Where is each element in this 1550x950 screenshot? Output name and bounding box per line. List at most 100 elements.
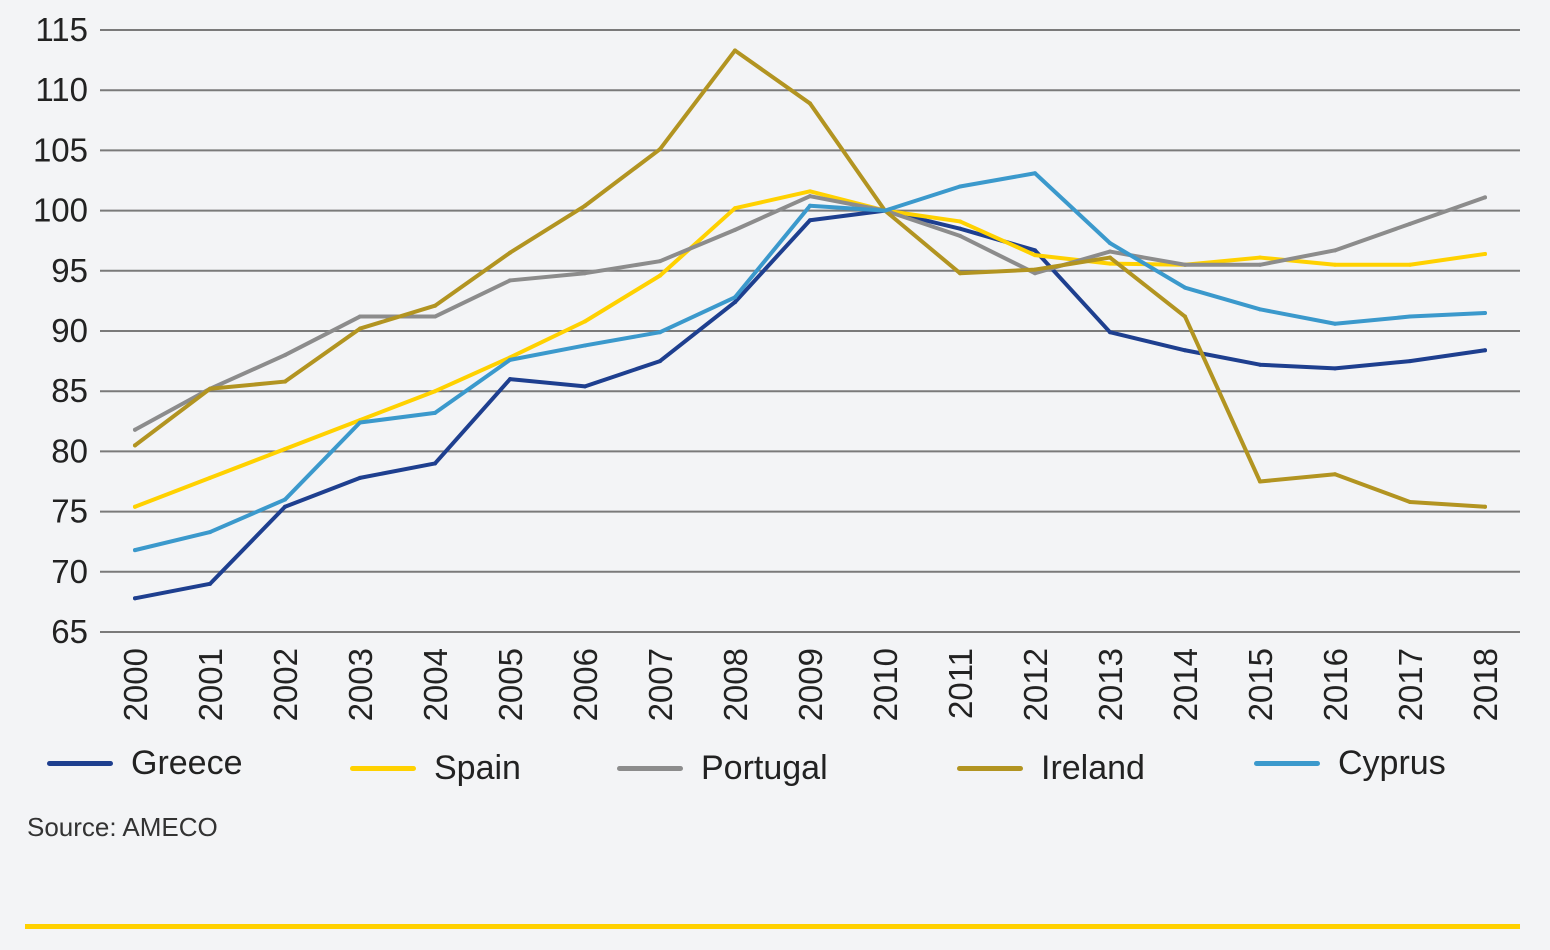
x-tick-label: 2009 bbox=[792, 648, 829, 721]
data-point-ireland bbox=[733, 48, 737, 53]
data-point-portugal bbox=[133, 427, 137, 432]
data-point-greece bbox=[1408, 359, 1412, 364]
data-point-cyprus bbox=[1483, 310, 1487, 315]
data-point-portugal bbox=[733, 227, 737, 232]
data-point-cyprus bbox=[1108, 241, 1112, 246]
data-point-spain bbox=[808, 189, 812, 194]
data-point-greece bbox=[358, 475, 362, 480]
data-point-portugal bbox=[433, 314, 437, 319]
legend: Greece Spain Portugal Ireland Cyprus bbox=[0, 738, 1550, 798]
data-point-greece bbox=[1033, 248, 1037, 253]
x-tick-label: 2013 bbox=[1092, 648, 1129, 721]
data-point-greece bbox=[133, 596, 137, 601]
data-point-cyprus bbox=[658, 330, 662, 335]
legend-swatch bbox=[1254, 760, 1320, 766]
data-point-portugal bbox=[808, 194, 812, 199]
data-point-ireland bbox=[1483, 504, 1487, 509]
legend-swatch bbox=[47, 760, 113, 766]
data-point-spain bbox=[1483, 251, 1487, 256]
y-tick-label: 100 bbox=[33, 192, 88, 229]
data-point-spain bbox=[283, 446, 287, 451]
data-point-spain bbox=[1333, 262, 1337, 267]
data-point-spain bbox=[658, 273, 662, 278]
data-point-greece bbox=[958, 226, 962, 231]
series-line-spain bbox=[133, 189, 1487, 509]
footer-accent-rule bbox=[25, 924, 1520, 929]
x-tick-label: 2016 bbox=[1317, 648, 1354, 721]
data-point-cyprus bbox=[508, 357, 512, 362]
data-point-portugal bbox=[583, 271, 587, 276]
y-tick-label: 65 bbox=[51, 613, 88, 650]
data-point-cyprus bbox=[208, 530, 212, 535]
data-point-ireland bbox=[208, 386, 212, 391]
data-point-ireland bbox=[808, 101, 812, 106]
y-tick-label: 110 bbox=[35, 71, 88, 108]
data-point-cyprus bbox=[283, 497, 287, 502]
x-tick-label: 2008 bbox=[717, 648, 754, 721]
data-point-ireland bbox=[433, 303, 437, 308]
y-tick-label: 75 bbox=[51, 493, 88, 530]
data-point-cyprus bbox=[1408, 314, 1412, 319]
x-tick-label: 2004 bbox=[417, 648, 454, 721]
series-line-cyprus bbox=[133, 171, 1487, 553]
data-point-portugal bbox=[958, 233, 962, 238]
data-point-ireland bbox=[283, 379, 287, 384]
data-point-ireland bbox=[1408, 499, 1412, 504]
data-point-cyprus bbox=[1333, 321, 1337, 326]
data-point-portugal bbox=[508, 278, 512, 283]
data-point-ireland bbox=[1333, 472, 1337, 477]
y-tick-label: 115 bbox=[35, 11, 88, 48]
series-line-greece bbox=[133, 208, 1487, 601]
data-point-spain bbox=[583, 319, 587, 324]
x-tick-label: 2012 bbox=[1017, 648, 1054, 721]
data-point-greece bbox=[283, 504, 287, 509]
data-point-spain bbox=[208, 475, 212, 480]
legend-item-cyprus: Cyprus bbox=[1254, 733, 1446, 793]
legend-swatch bbox=[957, 765, 1023, 771]
data-point-spain bbox=[1033, 253, 1037, 258]
y-tick-label: 85 bbox=[51, 372, 88, 409]
data-point-greece bbox=[1483, 348, 1487, 353]
data-point-portugal bbox=[1183, 262, 1187, 267]
x-tick-label: 2017 bbox=[1392, 648, 1429, 721]
x-tick-label: 2005 bbox=[492, 648, 529, 721]
data-point-greece bbox=[208, 581, 212, 586]
y-tick-label: 90 bbox=[51, 312, 88, 349]
x-tick-label: 2018 bbox=[1467, 648, 1504, 721]
x-tick-label: 2002 bbox=[267, 648, 304, 721]
data-point-portugal bbox=[1408, 221, 1412, 226]
data-point-cyprus bbox=[808, 203, 812, 208]
x-tick-label: 2015 bbox=[1242, 648, 1279, 721]
data-point-greece bbox=[1333, 366, 1337, 371]
data-point-cyprus bbox=[733, 295, 737, 300]
legend-label: Cyprus bbox=[1338, 743, 1446, 782]
legend-item-ireland: Ireland bbox=[957, 738, 1145, 798]
data-point-ireland bbox=[358, 326, 362, 331]
data-point-cyprus bbox=[883, 208, 887, 213]
data-point-portugal bbox=[1033, 271, 1037, 276]
data-point-cyprus bbox=[583, 343, 587, 348]
legend-label: Spain bbox=[434, 748, 521, 787]
legend-item-portugal: Portugal bbox=[617, 738, 828, 798]
data-point-ireland bbox=[958, 271, 962, 276]
series-line-ireland bbox=[133, 48, 1487, 509]
data-point-greece bbox=[1108, 330, 1112, 335]
data-point-ireland bbox=[1033, 267, 1037, 272]
x-tick-label: 2001 bbox=[192, 648, 229, 721]
x-tick-label: 2014 bbox=[1167, 648, 1204, 721]
data-point-portugal bbox=[1333, 248, 1337, 253]
data-point-spain bbox=[1108, 261, 1112, 266]
data-point-spain bbox=[733, 206, 737, 211]
data-point-cyprus bbox=[358, 420, 362, 425]
data-point-portugal bbox=[1108, 249, 1112, 254]
data-point-spain bbox=[133, 504, 137, 509]
data-point-cyprus bbox=[1033, 171, 1037, 176]
x-tick-label: 2006 bbox=[567, 648, 604, 721]
data-point-greece bbox=[508, 377, 512, 382]
x-tick-label: 2010 bbox=[867, 648, 904, 721]
data-point-portugal bbox=[1258, 262, 1262, 267]
legend-label: Ireland bbox=[1041, 748, 1145, 787]
source-note: Source: AMECO bbox=[27, 812, 218, 842]
data-point-spain bbox=[433, 389, 437, 394]
data-point-ireland bbox=[1183, 314, 1187, 319]
